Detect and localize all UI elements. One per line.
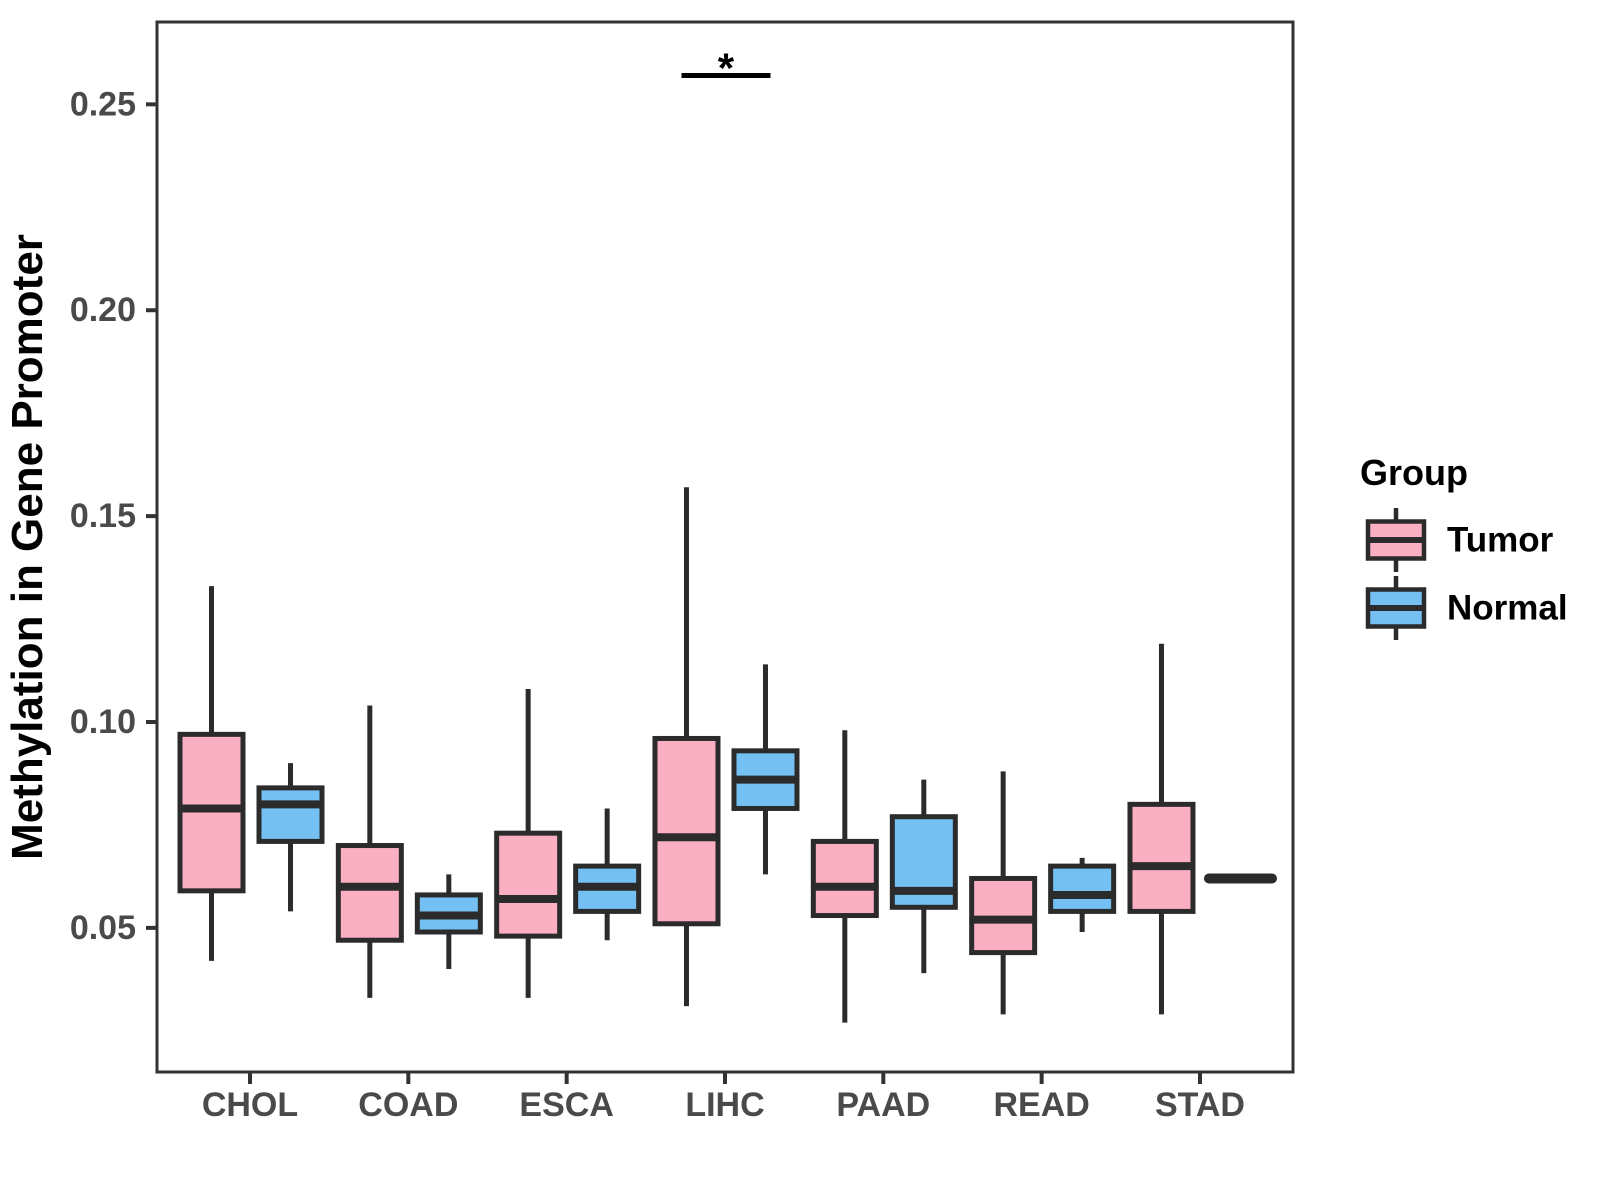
box-lihc-tumor [652, 735, 721, 927]
y-axis-title: Methylation in Gene Promoter [3, 234, 52, 860]
box-read-tumor [969, 875, 1038, 956]
plot-panel [155, 20, 1295, 1074]
legend-label-normal: Normal [1447, 589, 1568, 628]
x-category-label: STAD [1155, 1086, 1245, 1124]
legend: Tumor Normal [1365, 508, 1568, 640]
y-tick-label: 0.10 [70, 703, 136, 741]
box-chol-tumor [177, 731, 246, 894]
legend-title: Group [1360, 452, 1468, 493]
y-tick-label: 0.05 [70, 909, 136, 947]
significance-star: * [718, 45, 735, 92]
box-chol-normal [256, 785, 325, 844]
box-paad-tumor [810, 838, 879, 919]
x-category-label: READ [993, 1086, 1089, 1124]
x-category-label: ESCA [519, 1086, 613, 1124]
y-tick-label: 0.15 [70, 497, 136, 535]
x-category-label: CHOL [202, 1086, 298, 1124]
box-stad-tumor [1127, 801, 1196, 914]
significance-annotation: * [681, 45, 771, 92]
axes: 0.05 0.10 0.15 0.20 0.25 CHOL COAD ESCA LIHC PAAD… [70, 85, 1245, 1124]
x-category-label: PAAD [836, 1086, 930, 1124]
box-read-normal [1048, 863, 1117, 914]
y-tick-label: 0.20 [70, 291, 136, 329]
x-category-label: LIHC [685, 1086, 764, 1124]
y-tick-label: 0.25 [70, 85, 136, 123]
panel-border [155, 20, 1295, 1074]
box-esca-tumor [494, 830, 563, 939]
legend-label-tumor: Tumor [1447, 521, 1554, 560]
boxplots [177, 487, 1277, 1023]
x-category-label: COAD [358, 1086, 458, 1124]
box-coad-tumor [335, 843, 404, 943]
